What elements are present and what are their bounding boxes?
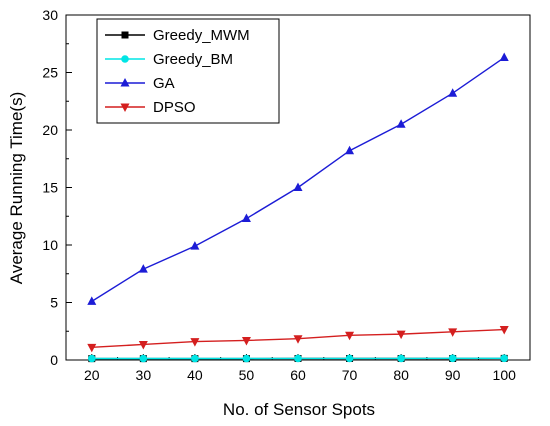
x-tick-label-20: 20 <box>84 367 100 383</box>
data-point-ga <box>293 182 303 191</box>
data-point-ga <box>241 213 251 223</box>
legend-marker-greedy-bm <box>121 55 129 63</box>
data-point-greedy-bm <box>242 354 251 363</box>
y-tick-label-10: 10 <box>42 237 58 253</box>
y-tick-label-20: 20 <box>42 122 58 138</box>
x-tick-label-100: 100 <box>493 367 517 383</box>
x-tick-label-30: 30 <box>136 367 152 383</box>
y-tick-label-0: 0 <box>50 352 58 368</box>
data-point-dpso <box>241 336 251 346</box>
y-tick-label-5: 5 <box>50 295 58 311</box>
x-tick-label-40: 40 <box>187 367 203 383</box>
legend-label-greedy-mwm: Greedy_MWM <box>153 27 250 44</box>
y-tick-label-30: 30 <box>42 7 58 23</box>
legend-label-greedy-bm: Greedy_BM <box>153 51 233 68</box>
data-point-dpso <box>87 343 97 353</box>
data-point-dpso <box>293 335 303 344</box>
data-point-dpso <box>190 338 200 347</box>
data-point-ga <box>138 264 148 273</box>
data-point-dpso <box>396 330 406 340</box>
y-axis-label: Average Running Time(s) <box>7 92 26 284</box>
data-point-ga <box>396 119 406 128</box>
legend-label-dpso: DPSO <box>153 99 196 116</box>
data-point-greedy-bm <box>500 354 509 363</box>
x-axis-label: No. of Sensor Spots <box>223 400 375 419</box>
legend-marker-greedy-mwm <box>121 31 129 39</box>
x-tick-label-60: 60 <box>290 367 306 383</box>
legend-marker-ga <box>120 78 130 87</box>
x-tick-label-50: 50 <box>239 367 255 383</box>
data-point-ga <box>87 296 97 305</box>
data-point-greedy-bm <box>397 354 405 363</box>
data-point-dpso <box>499 326 509 335</box>
legend-marker-dpso <box>120 103 130 112</box>
data-point-greedy-bm <box>448 354 457 363</box>
data-point-ga <box>345 145 355 155</box>
data-point-greedy-bm <box>139 354 148 363</box>
y-tick-label-15: 15 <box>42 180 58 196</box>
data-point-greedy-bm <box>191 354 199 363</box>
legend-label-ga: GA <box>153 75 175 92</box>
data-point-ga <box>499 52 509 62</box>
data-point-ga <box>190 241 200 250</box>
y-tick-label-25: 25 <box>42 65 58 81</box>
data-point-dpso <box>448 328 458 337</box>
x-tick-label-80: 80 <box>393 367 409 383</box>
data-point-dpso <box>138 340 148 350</box>
plot-layer: 20 30 40 50 60 70 80 90 100 0 5 10 15 20 25 30 <box>42 7 531 383</box>
data-point-greedy-bm <box>87 354 96 363</box>
data-point-greedy-bm <box>294 354 302 363</box>
data-point-ga <box>448 88 458 97</box>
x-tick-label-70: 70 <box>342 367 358 383</box>
data-point-dpso <box>345 331 355 341</box>
legend: Greedy_MWM Greedy_BM GA DPSO <box>96 18 280 124</box>
data-point-greedy-bm <box>345 354 354 363</box>
x-tick-label-90: 90 <box>445 367 461 383</box>
